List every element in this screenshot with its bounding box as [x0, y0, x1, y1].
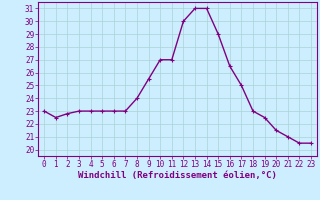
- X-axis label: Windchill (Refroidissement éolien,°C): Windchill (Refroidissement éolien,°C): [78, 171, 277, 180]
